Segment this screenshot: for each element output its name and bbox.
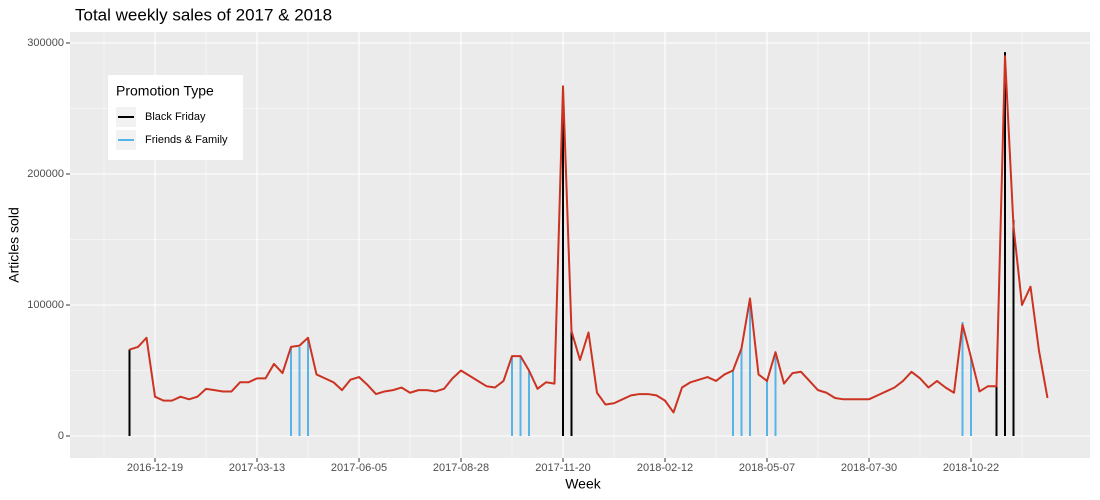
- x-tick-label: 2017-03-13: [229, 462, 285, 474]
- marks: [128, 52, 1049, 436]
- x-tick-label: 2018-05-07: [739, 462, 795, 474]
- legend-label: Friends & Family: [145, 134, 228, 146]
- x-tick-label: 2018-10-22: [943, 462, 999, 474]
- x-tick-label: 2017-11-20: [535, 462, 590, 474]
- x-tick-label: 2016-12-19: [127, 462, 183, 474]
- y-axis-label: Articles sold: [6, 207, 22, 282]
- x-axis-label: Week: [565, 476, 602, 492]
- x-tick-label: 2018-02-12: [637, 462, 693, 474]
- sales-line: [129, 55, 1049, 414]
- chart-title: Total weekly sales of 2017 & 2018: [75, 5, 332, 24]
- legend: Promotion Type Black Friday Friends & Fami…: [108, 75, 243, 160]
- y-tick-label: 100000: [27, 299, 64, 311]
- legend-label: Black Friday: [145, 111, 206, 123]
- y-tick-label: 200000: [27, 168, 64, 180]
- x-tick-label: 2018-07-30: [841, 462, 897, 474]
- x-tick-label: 2017-06-05: [331, 462, 387, 474]
- legend-title: Promotion Type: [116, 83, 214, 99]
- x-tick-label: 2017-08-28: [433, 462, 489, 474]
- y-tick-label: 300000: [27, 37, 64, 49]
- y-tick-label: 0: [58, 430, 64, 442]
